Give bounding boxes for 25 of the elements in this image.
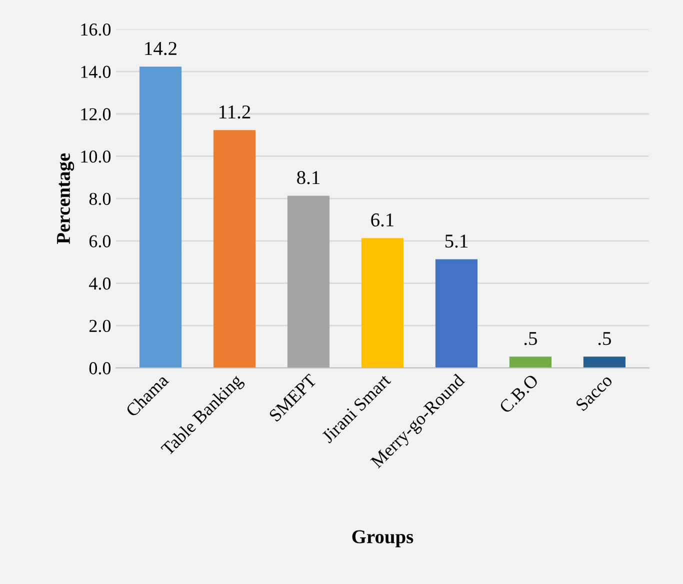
data-label: 8.1: [297, 171, 320, 184]
y-tick-label: 0.0: [89, 362, 111, 374]
bar: [435, 259, 478, 368]
data-label: .5: [598, 332, 611, 346]
y-tick-label: 8.0: [89, 192, 111, 206]
y-tick-label: 10.0: [81, 150, 111, 163]
y-tick-label: 14.0: [81, 66, 111, 78]
bar: [361, 238, 404, 368]
x-axis-title: Groups: [352, 530, 414, 548]
data-label: 6.1: [371, 213, 394, 227]
y-tick-label: 6.0: [89, 235, 111, 248]
y-tick-label: 2.0: [89, 320, 111, 332]
bar: [139, 66, 182, 368]
y-tick-label: 16.0: [81, 23, 111, 36]
data-label: 5.1: [445, 234, 468, 248]
bar: [213, 130, 256, 368]
data-label: .5: [524, 332, 537, 346]
data-label: 14.2: [145, 42, 176, 56]
bar: [509, 356, 552, 368]
bar: [583, 356, 626, 368]
bar: [287, 196, 330, 368]
y-tick-label: 4.0: [89, 277, 111, 290]
data-label: 11.2: [220, 105, 250, 119]
y-axis-title: Percentage: [57, 153, 74, 244]
y-tick-label: 12.0: [81, 108, 111, 120]
